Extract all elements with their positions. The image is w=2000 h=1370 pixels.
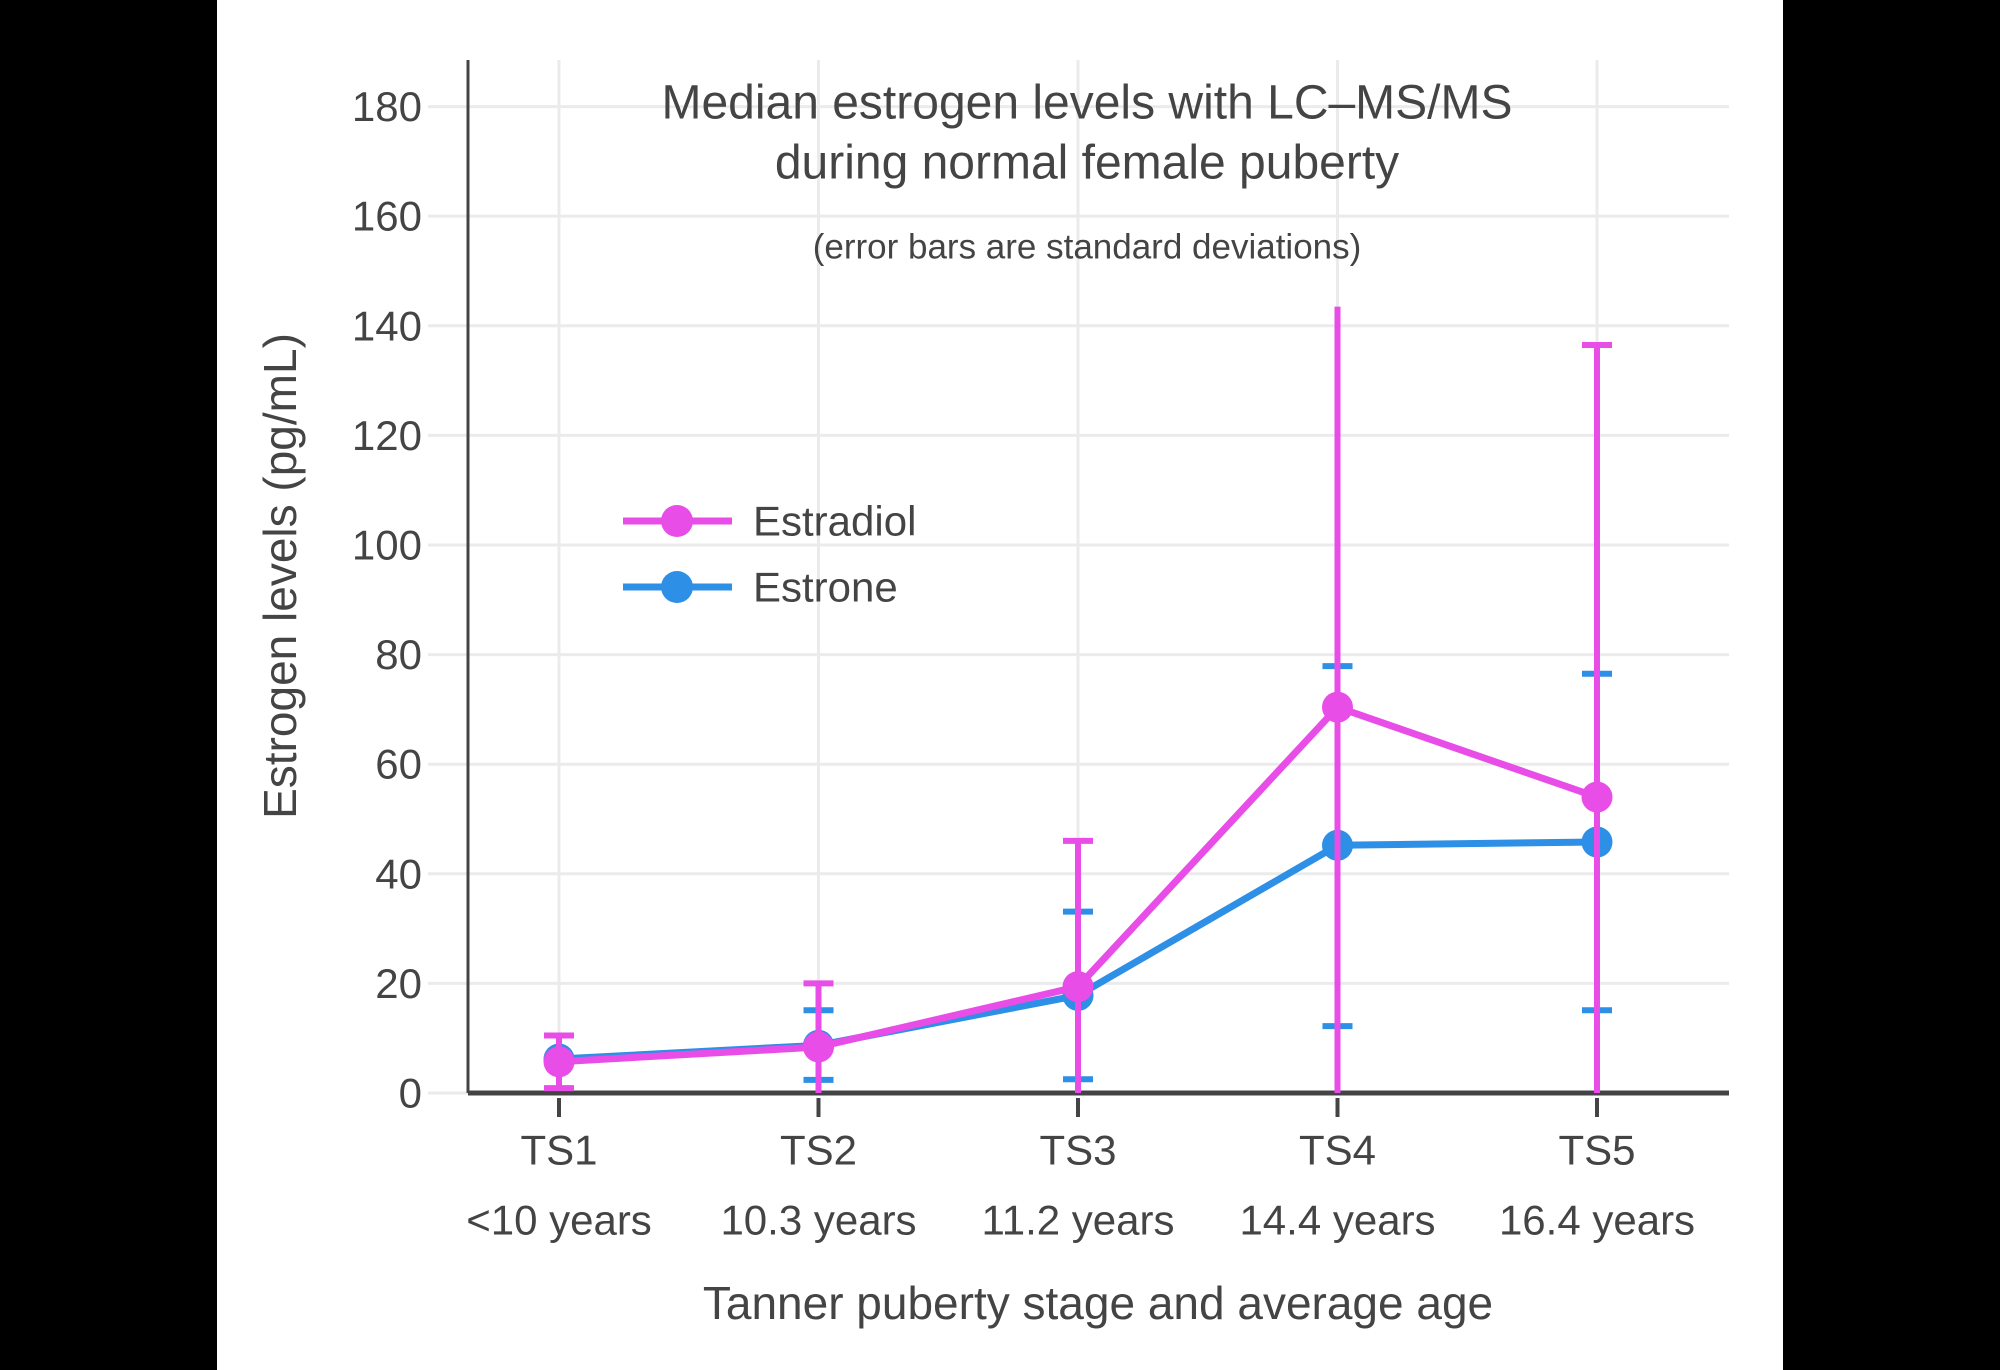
x-tick-label-age: <10 years — [466, 1197, 652, 1244]
y-tick-label: 20 — [375, 960, 422, 1007]
chart-panel: 0 20 40 60 80 100 120 140 160 180 TS1 TS2 TS3 TS4 TS5 <… — [217, 0, 1783, 1370]
x-tick-label-stage: TS4 — [1299, 1127, 1376, 1174]
x-tick-label-age: 10.3 years — [720, 1197, 916, 1244]
x-tick-label-age: 11.2 years — [982, 1197, 1175, 1244]
estradiol-point — [1322, 691, 1353, 723]
legend-item-estradiol: Estradiol — [623, 498, 916, 545]
estradiol-point — [1581, 781, 1613, 813]
y-tick-label: 180 — [352, 83, 422, 130]
y-tick-label: 60 — [375, 741, 422, 788]
chart-title-line1: Median estrogen levels with LC–MS/MS — [661, 77, 1512, 130]
estradiol-legend-marker — [661, 505, 693, 537]
y-tick-label: 0 — [399, 1070, 422, 1117]
x-axis-title: Tanner puberty stage and average age — [703, 1277, 1493, 1329]
chart-subtitle: (error bars are standard deviations) — [813, 228, 1362, 267]
x-tick-label-stage: TS3 — [1039, 1127, 1116, 1174]
y-tick-label: 100 — [352, 521, 422, 568]
legend-item-estrone: Estrone — [623, 564, 898, 611]
x-tick-label-age: 16.4 years — [1499, 1197, 1695, 1244]
axes-layer — [466, 60, 1729, 1117]
estrone-legend-marker — [661, 571, 693, 603]
estradiol-point — [803, 1031, 834, 1063]
x-tick-label-age: 14.4 years — [1239, 1197, 1435, 1244]
estradiol-point — [543, 1046, 575, 1078]
y-tick-label: 140 — [352, 302, 422, 349]
y-tick-label: 160 — [352, 193, 422, 240]
estradiol-point — [1062, 971, 1094, 1003]
chart-title-line2: during normal female puberty — [775, 137, 1399, 190]
estradiol-legend-label: Estradiol — [753, 498, 916, 545]
y-tick-label: 40 — [375, 850, 422, 897]
y-axis-title: Estrogen levels (pg/mL) — [254, 333, 306, 819]
chart-svg: 0 20 40 60 80 100 120 140 160 180 TS1 TS2 TS3 TS4 TS5 <… — [254, 60, 1729, 1329]
y-tick-label: 80 — [375, 631, 422, 678]
x-tick-label-stage: TS5 — [1558, 1127, 1635, 1174]
series-layer — [543, 306, 1613, 1093]
legend: Estradiol Estrone — [623, 498, 916, 611]
estradiol-series — [543, 306, 1613, 1093]
estrone-legend-label: Estrone — [753, 564, 898, 611]
x-tick-label-stage: TS1 — [520, 1127, 597, 1174]
x-tick-label-stage: TS2 — [780, 1127, 857, 1174]
y-tick-label: 120 — [352, 412, 422, 459]
tick-labels-layer: 0 20 40 60 80 100 120 140 160 180 TS1 TS2 TS3 TS4 TS5 <… — [352, 83, 1695, 1243]
